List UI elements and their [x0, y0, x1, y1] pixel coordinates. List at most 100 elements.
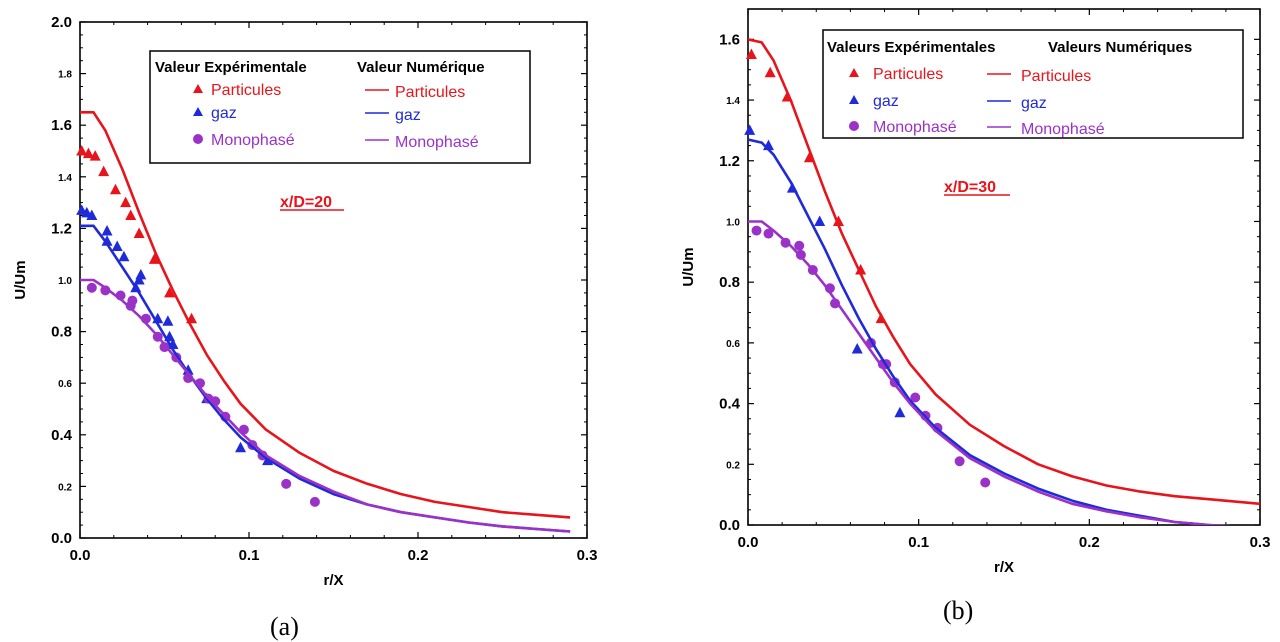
annotation-label: x/D=30 — [944, 179, 996, 196]
legend-exp-label: gaz — [873, 93, 899, 110]
legend-marker — [193, 107, 203, 116]
x-tick-label: 0.0 — [70, 547, 91, 564]
legend-num-label: Particules — [1021, 68, 1091, 85]
y-tick-label: 0.4 — [719, 396, 741, 413]
point-particules — [82, 147, 94, 159]
legend-num-label: Particules — [395, 84, 465, 101]
x-tick-label: 0.2 — [1079, 534, 1100, 551]
point-gaz — [744, 124, 756, 135]
legend-exp-title: Valeurs Expérimentales — [827, 39, 995, 56]
legend-box — [149, 50, 531, 164]
legend-box — [822, 29, 1244, 139]
point-gaz — [86, 209, 98, 220]
x-tick-label: 0.1 — [908, 534, 929, 551]
line-particules — [748, 38, 1260, 506]
x-tick-label: 0.3 — [1250, 534, 1271, 551]
point-particules — [76, 145, 88, 156]
chart-a: 0.0 0.2 0.4 0.6 0.8 1.0 1.2 1.4 1.6 1.8 2.0 0.0 0.1 0… — [12, 14, 598, 589]
legend-exp-label: Particules — [211, 82, 281, 99]
point-monophas- — [281, 478, 292, 489]
point-particules — [832, 215, 844, 226]
point-gaz — [162, 315, 174, 326]
subfigure-label-b: (b) — [943, 596, 974, 625]
point-gaz — [851, 342, 863, 354]
x-tick-label: 0.2 — [408, 547, 429, 564]
y-tick-label: 2.0 — [51, 14, 72, 31]
legend-exp-label: Monophasé — [211, 132, 295, 149]
legend-marker — [849, 95, 859, 104]
legend-marker — [849, 121, 859, 131]
legend-num-label: gaz — [395, 107, 421, 124]
point-gaz — [894, 406, 906, 418]
point-gaz — [101, 224, 113, 236]
y-tick-label: 0.2 — [58, 482, 72, 493]
legend-num-label: gaz — [1021, 95, 1047, 112]
legend-marker — [193, 134, 203, 144]
legend-num-title: Valeurs Numériques — [1048, 39, 1192, 56]
legend-marker — [849, 68, 859, 77]
point-gaz — [814, 215, 826, 226]
point-particules — [120, 196, 132, 208]
y-axis-label: U/Um — [680, 247, 697, 286]
y-tick-label: 1.4 — [58, 173, 72, 184]
line-monophas- — [748, 220, 1232, 525]
x-tick-label: 0.1 — [239, 547, 260, 564]
y-tick-label: 1.6 — [719, 31, 740, 48]
point-gaz — [118, 250, 130, 262]
y-tick-label: 0.0 — [51, 530, 72, 547]
y-tick-label: 1.2 — [51, 220, 72, 237]
point-gaz — [101, 235, 113, 246]
point-particules — [98, 165, 110, 177]
legend-exp-label: gaz — [211, 105, 237, 122]
point-gaz — [235, 441, 247, 453]
point-monophas- — [830, 298, 841, 309]
y-tick-label: 0.6 — [58, 379, 72, 390]
point-particules — [125, 209, 137, 220]
point-monophas- — [954, 456, 965, 467]
x-tick-label: 0.0 — [738, 534, 759, 551]
line-gaz — [80, 224, 571, 533]
y-tick-label: 1.0 — [58, 276, 72, 287]
legend-exp-label: Particules — [873, 66, 943, 83]
y-tick-label: 1.4 — [726, 96, 740, 107]
point-particules — [745, 48, 757, 60]
y-tick-label: 0.8 — [51, 324, 72, 341]
point-gaz — [135, 268, 147, 280]
y-tick-label: 0.0 — [719, 517, 740, 534]
y-tick-label: 0.4 — [51, 427, 73, 444]
legend-exp-label: Monophasé — [873, 119, 957, 136]
point-particules — [855, 264, 867, 275]
point-monophas- — [980, 477, 991, 488]
subfigure-label-a: (a) — [270, 612, 299, 641]
point-monophas- — [751, 225, 762, 236]
chart-b: 0.0 0.2 0.4 0.6 0.8 1.0 1.2 1.4 1.6 0.0 0.1 0.2 0.3 r… — [680, 8, 1271, 576]
y-tick-label: 1.0 — [726, 217, 740, 228]
point-particules — [148, 253, 160, 264]
point-particules — [109, 183, 121, 195]
x-tick-label: 0.3 — [577, 547, 598, 564]
legend-num-label: Monophasé — [1021, 121, 1105, 138]
legend-exp-title: Valeur Expérimentale — [155, 59, 307, 76]
y-tick-label: 0.8 — [719, 274, 740, 291]
y-tick-label: 1.2 — [719, 153, 740, 170]
point-particules — [89, 150, 101, 161]
y-tick-label: 1.8 — [58, 70, 72, 81]
y-tick-label: 0.2 — [726, 460, 740, 471]
point-monophas- — [309, 496, 320, 507]
point-particules — [164, 286, 176, 298]
point-particules — [764, 66, 776, 78]
y-tick-label: 1.6 — [51, 117, 72, 134]
line-gaz — [748, 138, 1232, 525]
legend-num-label: Monophasé — [395, 134, 479, 151]
point-monophas- — [86, 282, 97, 293]
point-gaz — [111, 240, 123, 251]
point-particules — [133, 227, 145, 239]
point-monophas- — [763, 228, 774, 239]
legend-num-title: Valeur Numérique — [357, 59, 485, 76]
point-monophas- — [127, 295, 138, 306]
y-axis-label: U/Um — [12, 260, 29, 299]
x-axis-label: r/X — [994, 559, 1014, 576]
point-monophas- — [794, 240, 805, 251]
point-gaz — [182, 364, 194, 375]
line-particules — [80, 111, 571, 519]
